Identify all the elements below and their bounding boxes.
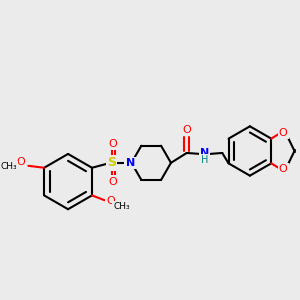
- Text: O: O: [16, 157, 25, 167]
- Text: S: S: [107, 156, 116, 169]
- Text: H: H: [201, 155, 208, 165]
- Text: O: O: [279, 164, 287, 174]
- Text: O: O: [106, 196, 115, 206]
- Text: O: O: [279, 128, 287, 138]
- Text: O: O: [108, 177, 117, 187]
- Text: N: N: [200, 148, 209, 158]
- Text: N: N: [126, 158, 135, 168]
- Text: O: O: [182, 125, 191, 135]
- Text: CH₃: CH₃: [0, 162, 17, 171]
- Text: CH₃: CH₃: [113, 202, 130, 211]
- Text: N: N: [125, 158, 134, 168]
- Text: O: O: [108, 139, 117, 149]
